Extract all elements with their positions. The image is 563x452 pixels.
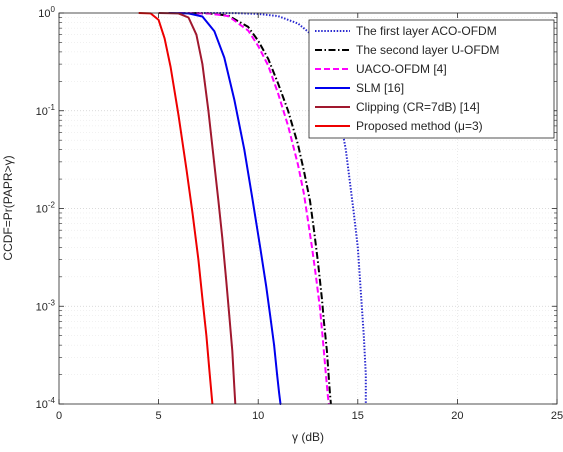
series-line-4 bbox=[168, 12, 282, 405]
x-tick-label: 10 bbox=[252, 410, 264, 422]
ticks bbox=[58, 12, 558, 405]
series-line-6 bbox=[138, 12, 214, 405]
grid bbox=[59, 13, 557, 404]
x-tick-label: 15 bbox=[352, 410, 364, 422]
x-tick-label: 25 bbox=[551, 410, 563, 422]
legend-label-5: Clipping (CR=7dB) [14] bbox=[356, 100, 480, 114]
legend-label-6: Proposed method (μ=3) bbox=[356, 119, 483, 133]
x-tick-label: 20 bbox=[451, 410, 463, 422]
y-tick-label: 100 bbox=[38, 5, 55, 20]
legend-box bbox=[308, 19, 555, 139]
y-tick-label: 10-4 bbox=[36, 396, 56, 411]
y-tick-labels: 100 10-1 10-2 10-3 10-4 bbox=[36, 5, 56, 411]
legend-label-3: UACO-OFDM [4] bbox=[356, 62, 447, 76]
series-line-3 bbox=[178, 12, 330, 405]
x-tick-labels: 0 5 10 15 20 25 bbox=[56, 410, 563, 422]
series-line-5 bbox=[158, 12, 237, 405]
y-tick-label: 10-3 bbox=[36, 298, 56, 313]
legend-label-1: The first layer ACO-OFDM bbox=[356, 24, 497, 38]
x-axis-label: γ (dB) bbox=[292, 430, 324, 444]
x-tick-label: 0 bbox=[56, 410, 62, 422]
y-tick-label: 10-1 bbox=[36, 103, 56, 118]
series-line-2 bbox=[178, 12, 332, 405]
legend-label-4: SLM [16] bbox=[356, 81, 404, 95]
legend-label-2: The second layer U-OFDM bbox=[356, 43, 499, 57]
x-tick-label: 5 bbox=[156, 410, 162, 422]
legend: The first layer ACO-OFDM The second layer… bbox=[308, 19, 555, 139]
y-axis-label: CCDF=Pr(PAPR>γ) bbox=[1, 155, 15, 260]
y-tick-label: 10-2 bbox=[36, 201, 56, 216]
